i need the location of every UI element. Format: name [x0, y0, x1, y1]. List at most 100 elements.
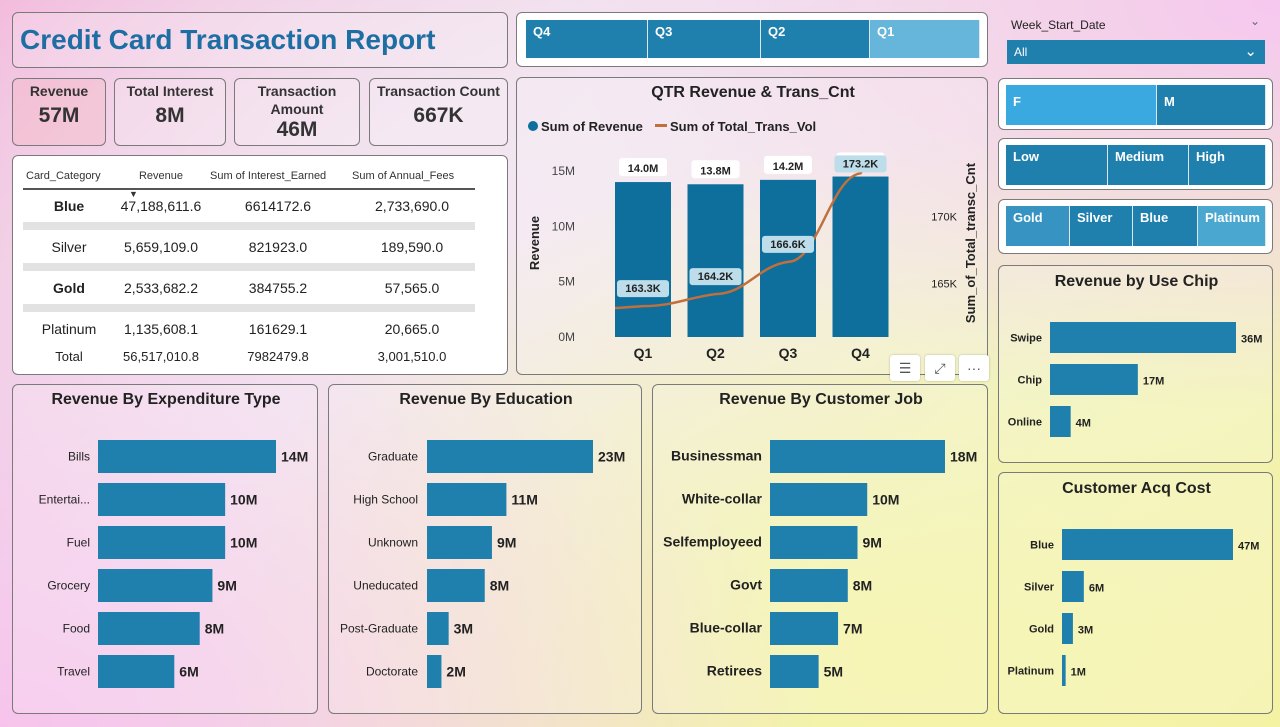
- line-data-label: 166.6K: [770, 239, 806, 251]
- quarter-option-q4[interactable]: Q4: [526, 20, 648, 58]
- category-label: Food: [63, 622, 90, 636]
- chart-title: Revenue By Education: [399, 391, 573, 408]
- y-tick-label: 10M: [552, 219, 575, 233]
- acq-cost-chart-panel: Customer Acq Cost Blue 47M Silver 6M Gold 3M P…: [998, 472, 1273, 714]
- data-label: 23M: [598, 449, 625, 465]
- kpi-transaction-count: Transaction Count 667K: [369, 78, 508, 146]
- bar: [770, 526, 858, 559]
- qtr-chart: Sum of Revenue Sum of Total_Trans_Vol Reve…: [527, 119, 978, 361]
- bar: [1062, 571, 1084, 602]
- x-tick-label: Q3: [779, 345, 798, 361]
- table-row[interactable]: Gold 2,533,682.2 384755.2 57,565.0: [23, 271, 475, 304]
- income-slicer: Low Medium High: [1006, 145, 1266, 185]
- bar: [427, 655, 442, 688]
- bar: [770, 483, 868, 516]
- sort-desc-icon[interactable]: ▼: [129, 189, 138, 199]
- category-label: Swipe: [1010, 333, 1042, 345]
- data-label-bg: [764, 155, 812, 174]
- gender-option-m[interactable]: M: [1157, 85, 1266, 125]
- data-label: 8M: [205, 621, 224, 637]
- card-option-blue[interactable]: Blue: [1133, 206, 1198, 246]
- y-axis-title: Revenue: [527, 216, 542, 270]
- bar: [98, 612, 200, 645]
- bar: [687, 184, 744, 337]
- y2-tick-label: 170K: [931, 211, 957, 223]
- data-label-bg: [691, 160, 740, 179]
- bar: [770, 655, 819, 688]
- category-label: Bills: [68, 450, 90, 464]
- data-label: 5M: [824, 664, 843, 680]
- bar: [1062, 655, 1066, 686]
- kpi-value: 667K: [413, 104, 464, 127]
- kpi-value: 46M: [276, 118, 318, 141]
- kpi-label: Transaction Amount: [257, 83, 337, 117]
- table-cell: Gold: [53, 279, 85, 296]
- data-label: 8M: [853, 578, 872, 594]
- category-label: Fuel: [67, 536, 90, 550]
- filter-icon[interactable]: ☰: [890, 355, 920, 381]
- data-label: 6M: [179, 664, 198, 680]
- x-tick-label: Q1: [634, 345, 653, 361]
- table-cell: Total: [55, 348, 83, 364]
- chart-title: Revenue By Expenditure Type: [51, 391, 281, 408]
- category-label: White-collar: [682, 491, 763, 507]
- column-header[interactable]: Card_Category ▼: [23, 164, 138, 199]
- kpi-revenue: Revenue 57M: [12, 78, 106, 146]
- column-header[interactable]: Sum of Annual_Fees: [349, 164, 475, 190]
- more-options-icon[interactable]: ···: [959, 355, 989, 381]
- bar: [1050, 406, 1071, 437]
- card-option-silver[interactable]: Silver: [1070, 206, 1133, 246]
- bar: [770, 612, 839, 645]
- quarter-option-q2[interactable]: Q2: [761, 20, 870, 58]
- card-option-platinum[interactable]: Platinum: [1198, 206, 1266, 246]
- y-tick-label: 15M: [552, 164, 575, 178]
- qtr-chart-panel: QTR Revenue & Trans_Cnt Sum of Revenue Su…: [516, 77, 988, 375]
- table-row[interactable]: Platinum 1,135,608.1 161629.1 20,665.0: [23, 312, 475, 345]
- category-label: Entertai...: [39, 493, 90, 507]
- quarter-option-q3[interactable]: Q3: [648, 20, 761, 58]
- table-total-row: Total 56,517,010.8 7982479.8 3,001,510.0: [23, 345, 475, 367]
- table-cell: 3,001,510.0: [377, 348, 447, 364]
- line-data-label: 163.3K: [625, 283, 661, 295]
- y-tick-label: 0M: [558, 330, 575, 344]
- table-cell: 57,565.0: [384, 279, 440, 296]
- gender-option-f[interactable]: F: [1006, 85, 1157, 125]
- table-cell: 6614172.6: [244, 198, 312, 214]
- acq-cost-chart: Blue 47M Silver 6M Gold 3M Platinum 1M: [1008, 529, 1259, 686]
- income-option-high[interactable]: High: [1189, 145, 1266, 185]
- table-cell: 47,188,611.6: [120, 198, 202, 214]
- income-option-low[interactable]: Low: [1006, 145, 1108, 185]
- table-cell: 5,659,109.0: [124, 238, 198, 255]
- card-category-table: Card_Category ▼ Revenue Sum of Interest_E…: [23, 164, 475, 367]
- legend-entry: Sum of Revenue: [541, 119, 643, 134]
- bar: [770, 440, 945, 473]
- category-label: Post-Graduate: [340, 622, 418, 636]
- data-label: 9M: [863, 535, 882, 551]
- category-label: Govt: [730, 577, 762, 593]
- column-header[interactable]: Revenue: [115, 164, 207, 190]
- category-label: Graduate: [368, 450, 418, 464]
- table-cell: 7982479.8: [247, 348, 309, 364]
- category-label: Blue-collar: [690, 620, 763, 636]
- card-option-gold[interactable]: Gold: [1006, 206, 1070, 246]
- data-label: 13.8M: [700, 165, 731, 177]
- line-data-label: 164.2K: [698, 271, 734, 283]
- use-chip-chart-panel: Revenue by Use Chip Swipe 36M Chip 17M Onlin…: [998, 265, 1273, 463]
- expand-icon[interactable]: ⤢: [925, 355, 955, 381]
- table-row[interactable]: Blue 47,188,611.6 6614172.6 2,733,690.0: [23, 189, 475, 222]
- legend-marker-revenue: [528, 121, 538, 131]
- kpi-label: Total Interest: [126, 83, 214, 99]
- chevron-down-icon[interactable]: ⌄: [1250, 14, 1261, 28]
- table-row[interactable]: Silver 5,659,109.0 821923.0 189,590.0: [23, 230, 475, 263]
- expenditure-chart: Bills 14M Entertai... 10M Fuel 10M Grocery 9M Fo…: [39, 440, 308, 688]
- data-label: 8M: [490, 578, 509, 594]
- data-label: 18M: [950, 449, 977, 465]
- quarter-option-q1[interactable]: Q1: [870, 20, 980, 58]
- education-chart-panel: Revenue By Education Graduate 23M High Sch…: [328, 384, 642, 714]
- week-filter-dropdown[interactable]: All ⌄: [1007, 40, 1265, 64]
- data-label: 7M: [843, 621, 862, 637]
- income-option-medium[interactable]: Medium: [1108, 145, 1189, 185]
- column-header[interactable]: Sum of Interest_Earned: [207, 164, 349, 190]
- data-label: 14.2M: [773, 161, 804, 173]
- data-label: 3M: [1078, 625, 1093, 637]
